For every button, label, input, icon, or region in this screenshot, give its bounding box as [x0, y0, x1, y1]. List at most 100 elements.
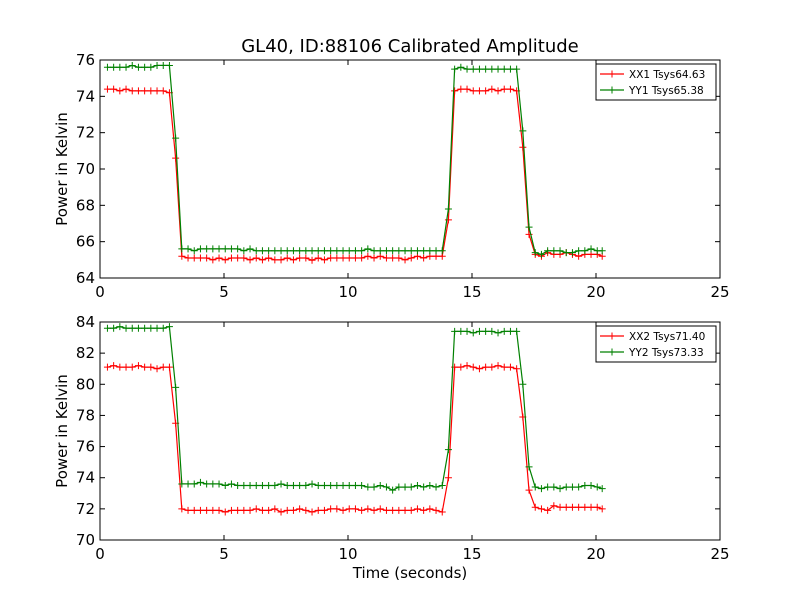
data-point [147, 87, 155, 95]
data-point [234, 254, 242, 262]
data-point [165, 323, 173, 331]
data-point [215, 254, 223, 262]
data-point [277, 480, 285, 488]
data-point [494, 362, 502, 370]
data-point [215, 245, 223, 253]
data-point [537, 485, 545, 493]
x-tick-label: 0 [95, 545, 105, 563]
data-point [296, 505, 304, 513]
x-tick-label: 20 [586, 545, 605, 563]
data-point [184, 480, 192, 488]
legend-label: YY1 Tsys65.38 [628, 85, 704, 97]
data-point [401, 483, 409, 491]
data-point [438, 482, 446, 489]
data-point [488, 65, 496, 73]
data-point [382, 254, 390, 262]
data-point [351, 254, 359, 262]
data-point [227, 480, 235, 488]
data-point [289, 506, 297, 514]
data-point [531, 249, 539, 257]
data-point [240, 482, 248, 489]
series-xx1 [103, 85, 606, 264]
data-point [339, 506, 347, 514]
data-point [494, 87, 502, 95]
data-point [327, 247, 335, 255]
data-point [463, 65, 471, 73]
data-point [432, 247, 440, 255]
data-point [339, 247, 347, 255]
data-point [227, 254, 235, 262]
data-point [289, 482, 297, 489]
data-point [159, 363, 167, 371]
data-point [215, 480, 223, 488]
data-point [271, 256, 279, 264]
y-tick-label: 66 [76, 233, 95, 251]
data-point [227, 245, 235, 253]
data-point [234, 245, 242, 253]
data-point [413, 482, 421, 489]
data-point [196, 245, 204, 253]
data-point [407, 506, 415, 514]
data-point [556, 247, 564, 255]
x-tick-label: 15 [462, 545, 481, 563]
data-point [432, 506, 440, 514]
y-tick-label: 68 [76, 196, 95, 214]
data-point [395, 254, 403, 262]
data-point [401, 247, 409, 255]
data-point [271, 505, 279, 513]
data-point [103, 324, 111, 332]
data-point [128, 363, 136, 371]
data-point [370, 483, 378, 491]
data-point [128, 324, 136, 332]
data-point [141, 63, 149, 71]
data-point [203, 254, 211, 262]
x-tick-label: 20 [586, 283, 605, 301]
data-point [593, 483, 601, 491]
data-point [451, 327, 459, 335]
data-point [351, 505, 359, 513]
data-point [320, 256, 328, 264]
legend-label: XX2 Tsys71.40 [629, 331, 705, 343]
data-point [178, 252, 186, 260]
data-point [240, 506, 248, 514]
data-point [308, 508, 316, 516]
data-point [165, 363, 173, 371]
legend-label: YY2 Tsys73.33 [628, 347, 704, 359]
data-point [420, 254, 428, 262]
data-point [178, 505, 186, 513]
data-point [314, 506, 322, 514]
data-point [401, 256, 409, 264]
data-point [296, 254, 304, 262]
data-point [475, 65, 483, 73]
data-point [283, 247, 291, 255]
data-point [141, 324, 149, 332]
data-point [364, 245, 372, 253]
data-point [544, 506, 552, 514]
legend-box [595, 325, 717, 363]
data-point [500, 65, 508, 73]
data-point [562, 483, 570, 491]
data-point [327, 254, 335, 262]
data-point [283, 482, 291, 489]
data-point [537, 250, 545, 258]
axes-frame [99, 321, 721, 541]
x-tick-label: 10 [338, 283, 357, 301]
data-point [482, 327, 490, 335]
data-point [283, 254, 291, 262]
data-point [469, 65, 477, 73]
data-point [513, 365, 521, 373]
y-axis-label: Power in Kelvin [53, 112, 71, 226]
data-point [209, 245, 217, 253]
data-point [444, 216, 452, 224]
data-point [314, 482, 322, 489]
data-point [277, 508, 285, 516]
data-point [234, 506, 242, 514]
data-point [302, 482, 310, 489]
data-point [221, 482, 229, 489]
data-point [103, 363, 111, 371]
data-point [568, 503, 576, 511]
data-point [134, 63, 142, 71]
data-point [395, 247, 403, 255]
data-point [203, 506, 211, 514]
legend-marker [608, 70, 616, 78]
